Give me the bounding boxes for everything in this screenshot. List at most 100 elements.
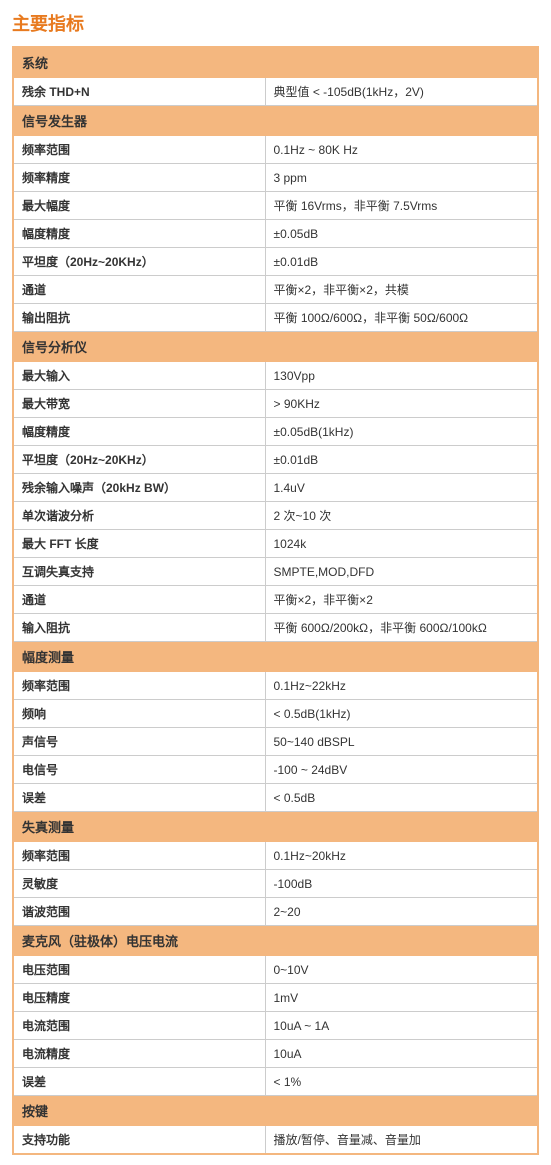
spec-label: 输入阻抗: [13, 614, 265, 642]
spec-value: 0.1Hz~20kHz: [265, 842, 538, 870]
spec-value: 0.1Hz ~ 80K Hz: [265, 136, 538, 164]
table-row: 频响< 0.5dB(1kHz): [13, 700, 538, 728]
table-row: 频率范围0.1Hz~20kHz: [13, 842, 538, 870]
table-row: 输入阻抗平衡 600Ω/200kΩ，非平衡 600Ω/100kΩ: [13, 614, 538, 642]
spec-label: 支持功能: [13, 1126, 265, 1155]
spec-label: 最大输入: [13, 362, 265, 390]
spec-value: ±0.01dB: [265, 248, 538, 276]
spec-label: 单次谐波分析: [13, 502, 265, 530]
spec-value: ±0.05dB: [265, 220, 538, 248]
table-row: 电压范围0~10V: [13, 956, 538, 984]
spec-label: 互调失真支持: [13, 558, 265, 586]
table-row: 最大幅度平衡 16Vrms，非平衡 7.5Vrms: [13, 192, 538, 220]
table-row: 频率范围0.1Hz~22kHz: [13, 672, 538, 700]
table-row: 通道平衡×2，非平衡×2: [13, 586, 538, 614]
table-row: 通道平衡×2，非平衡×2，共模: [13, 276, 538, 304]
table-row: 输出阻抗平衡 100Ω/600Ω，非平衡 50Ω/600Ω: [13, 304, 538, 332]
table-row: 支持功能播放/暂停、音量减、音量加: [13, 1126, 538, 1155]
section-header: 信号分析仪: [13, 332, 538, 362]
spec-label: 灵敏度: [13, 870, 265, 898]
page-title: 主要指标: [12, 10, 539, 36]
spec-value: 10uA: [265, 1040, 538, 1068]
spec-value: 0~10V: [265, 956, 538, 984]
spec-value: < 0.5dB: [265, 784, 538, 812]
table-row: 频率范围0.1Hz ~ 80K Hz: [13, 136, 538, 164]
table-row: 幅度精度±0.05dB: [13, 220, 538, 248]
spec-label: 谐波范围: [13, 898, 265, 926]
spec-value: < 1%: [265, 1068, 538, 1096]
spec-label: 频率范围: [13, 136, 265, 164]
spec-value: 2 次~10 次: [265, 502, 538, 530]
table-row: 误差< 0.5dB: [13, 784, 538, 812]
spec-value: 3 ppm: [265, 164, 538, 192]
section-header: 麦克风（驻极体）电压电流: [13, 926, 538, 956]
section-header: 幅度测量: [13, 642, 538, 672]
spec-label: 误差: [13, 784, 265, 812]
spec-value: 平衡 600Ω/200kΩ，非平衡 600Ω/100kΩ: [265, 614, 538, 642]
section-header: 按键: [13, 1096, 538, 1126]
section-header: 信号发生器: [13, 106, 538, 136]
spec-label: 残余输入噪声（20kHz BW）: [13, 474, 265, 502]
table-row: 电压精度1mV: [13, 984, 538, 1012]
table-row: 平坦度（20Hz~20KHz）±0.01dB: [13, 248, 538, 276]
spec-label: 通道: [13, 586, 265, 614]
spec-value: -100 ~ 24dBV: [265, 756, 538, 784]
spec-value: ±0.01dB: [265, 446, 538, 474]
spec-label: 频率范围: [13, 672, 265, 700]
table-row: 频率精度3 ppm: [13, 164, 538, 192]
spec-label: 误差: [13, 1068, 265, 1096]
table-row: 单次谐波分析2 次~10 次: [13, 502, 538, 530]
table-row: 残余输入噪声（20kHz BW）1.4uV: [13, 474, 538, 502]
spec-label: 幅度精度: [13, 220, 265, 248]
table-row: 电流范围10uA ~ 1A: [13, 1012, 538, 1040]
spec-value: ±0.05dB(1kHz): [265, 418, 538, 446]
table-row: 灵敏度-100dB: [13, 870, 538, 898]
table-row: 最大输入130Vpp: [13, 362, 538, 390]
spec-value: 2~20: [265, 898, 538, 926]
spec-label: 最大幅度: [13, 192, 265, 220]
spec-label: 电流精度: [13, 1040, 265, 1068]
table-row: 声信号50~140 dBSPL: [13, 728, 538, 756]
table-row: 残余 THD+N典型值 < -105dB(1kHz，2V): [13, 78, 538, 106]
spec-label: 平坦度（20Hz~20KHz）: [13, 248, 265, 276]
spec-label: 电流范围: [13, 1012, 265, 1040]
spec-value: 平衡 16Vrms，非平衡 7.5Vrms: [265, 192, 538, 220]
table-row: 最大带宽> 90KHz: [13, 390, 538, 418]
section-header: 系统: [13, 47, 538, 78]
spec-label: 残余 THD+N: [13, 78, 265, 106]
spec-label: 频响: [13, 700, 265, 728]
spec-value: > 90KHz: [265, 390, 538, 418]
spec-value: 播放/暂停、音量减、音量加: [265, 1126, 538, 1155]
table-row: 电信号-100 ~ 24dBV: [13, 756, 538, 784]
spec-label: 幅度精度: [13, 418, 265, 446]
table-row: 电流精度10uA: [13, 1040, 538, 1068]
table-row: 互调失真支持SMPTE,MOD,DFD: [13, 558, 538, 586]
spec-value: 平衡×2，非平衡×2，共模: [265, 276, 538, 304]
spec-label: 输出阻抗: [13, 304, 265, 332]
spec-value: 10uA ~ 1A: [265, 1012, 538, 1040]
spec-label: 电压范围: [13, 956, 265, 984]
spec-value: 平衡 100Ω/600Ω，非平衡 50Ω/600Ω: [265, 304, 538, 332]
spec-table: 系统残余 THD+N典型值 < -105dB(1kHz，2V)信号发生器频率范围…: [12, 46, 539, 1155]
spec-label: 频率范围: [13, 842, 265, 870]
table-row: 平坦度（20Hz~20KHz）±0.01dB: [13, 446, 538, 474]
spec-label: 声信号: [13, 728, 265, 756]
spec-label: 平坦度（20Hz~20KHz）: [13, 446, 265, 474]
table-row: 最大 FFT 长度1024k: [13, 530, 538, 558]
spec-value: 130Vpp: [265, 362, 538, 390]
table-row: 误差< 1%: [13, 1068, 538, 1096]
spec-value: 1mV: [265, 984, 538, 1012]
spec-label: 通道: [13, 276, 265, 304]
spec-value: 0.1Hz~22kHz: [265, 672, 538, 700]
spec-label: 最大 FFT 长度: [13, 530, 265, 558]
spec-value: < 0.5dB(1kHz): [265, 700, 538, 728]
section-header: 失真测量: [13, 812, 538, 842]
spec-label: 最大带宽: [13, 390, 265, 418]
spec-value: 50~140 dBSPL: [265, 728, 538, 756]
spec-value: 1.4uV: [265, 474, 538, 502]
spec-label: 电压精度: [13, 984, 265, 1012]
spec-value: -100dB: [265, 870, 538, 898]
spec-label: 频率精度: [13, 164, 265, 192]
spec-value: SMPTE,MOD,DFD: [265, 558, 538, 586]
spec-value: 平衡×2，非平衡×2: [265, 586, 538, 614]
